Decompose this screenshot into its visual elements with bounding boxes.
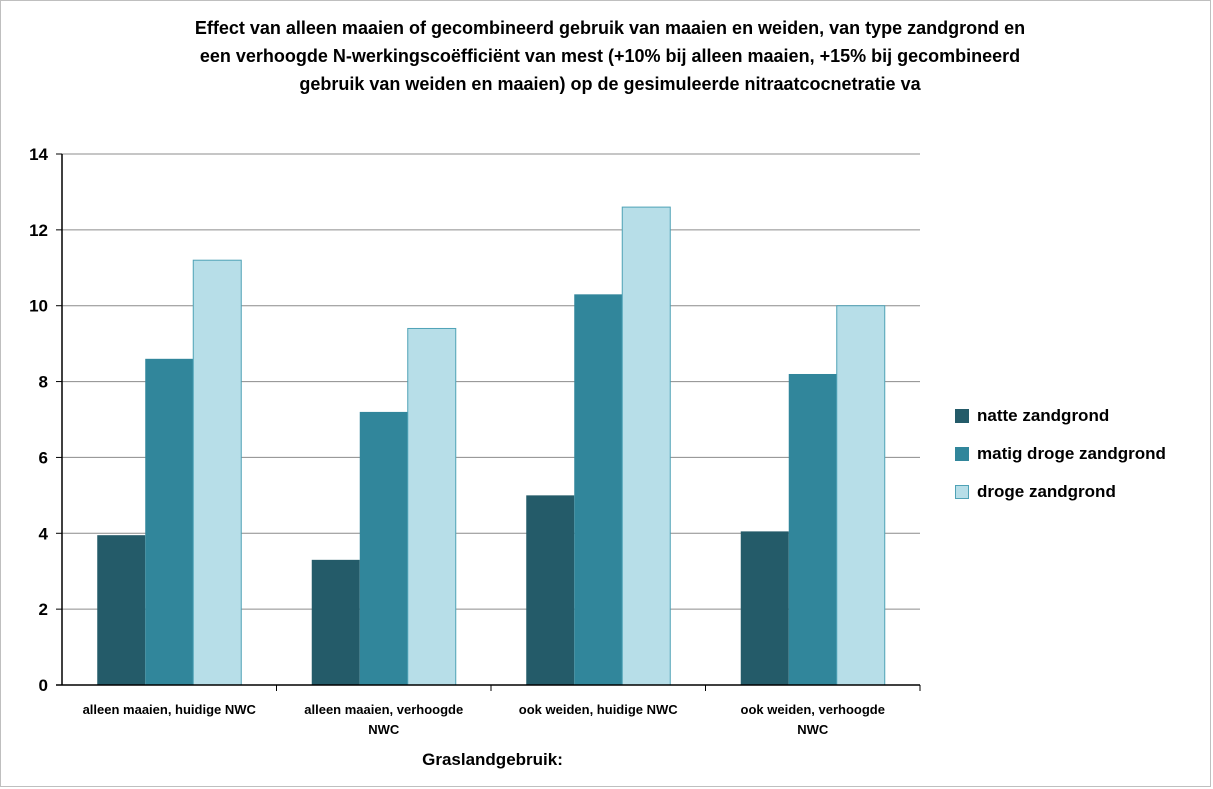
bar (526, 495, 575, 685)
x-tick-label: ook weiden, huidige NWC (519, 702, 679, 717)
bar (788, 373, 837, 685)
x-tick-label: NWC (368, 722, 400, 737)
chart-title-line: Effect van alleen maaien of gecombineerd… (194, 18, 1026, 38)
chart-title: Effect van alleen maaien of gecombineerd… (60, 14, 1160, 98)
y-tick-label: 6 (39, 448, 48, 467)
bar (192, 259, 242, 686)
legend-swatch (955, 447, 969, 461)
bar (97, 535, 146, 685)
y-tick-label: 14 (29, 145, 48, 164)
chart-legend: natte zandgrond matig droge zandgrond dr… (955, 397, 1166, 511)
x-tick-label: NWC (797, 722, 829, 737)
chart-title-line: een verhoogde N-werkingscoëfficiënt van … (199, 46, 1021, 66)
bar (407, 327, 457, 686)
x-tick-label: alleen maaien, huidige NWC (83, 702, 257, 717)
bar (836, 305, 886, 686)
legend-swatch (955, 485, 969, 499)
legend-swatch (955, 409, 969, 423)
legend-label: droge zandgrond (977, 482, 1116, 501)
y-tick-label: 2 (39, 600, 48, 619)
chart-title-line: gebruik van weiden en maaien) op de gesi… (299, 74, 921, 94)
legend-label: matig droge zandgrond (977, 444, 1166, 463)
bar (621, 206, 671, 686)
bar (574, 294, 623, 685)
y-tick-label: 4 (39, 524, 49, 543)
y-tick-label: 0 (39, 676, 48, 695)
y-tick-label: 8 (39, 373, 48, 392)
y-tick-label: 12 (29, 221, 48, 240)
y-tick-label: 10 (29, 297, 48, 316)
bar (311, 559, 360, 685)
x-tick-label: alleen maaien, verhoogde (304, 702, 463, 717)
legend-item-droge-zandgrond: droge zandgrond (955, 473, 1166, 511)
x-tick-label: ook weiden, verhoogde (741, 702, 885, 717)
bar (145, 358, 194, 685)
legend-item-matig-droge-zandgrond: matig droge zandgrond (955, 435, 1166, 473)
x-axis-title: Graslandgebruik: (422, 750, 563, 769)
bar (359, 411, 408, 685)
legend-item-natte-zandgrond: natte zandgrond (955, 397, 1166, 435)
legend-label: natte zandgrond (977, 406, 1110, 425)
bar (740, 531, 789, 685)
